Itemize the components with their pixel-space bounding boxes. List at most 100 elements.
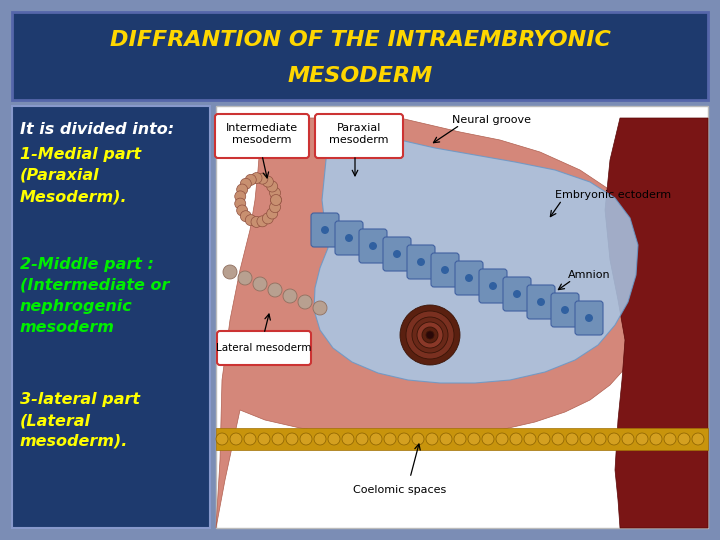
Text: Intermediate
mesoderm: Intermediate mesoderm [226, 123, 298, 145]
Circle shape [393, 250, 401, 258]
Circle shape [298, 295, 312, 309]
Circle shape [238, 271, 252, 285]
Circle shape [622, 433, 634, 445]
Text: Amnion: Amnion [568, 270, 611, 280]
FancyBboxPatch shape [551, 293, 579, 327]
Circle shape [223, 265, 237, 279]
Circle shape [538, 433, 550, 445]
Polygon shape [216, 428, 708, 450]
Circle shape [262, 176, 274, 187]
Circle shape [489, 282, 497, 290]
Circle shape [262, 213, 274, 224]
Circle shape [561, 306, 569, 314]
Circle shape [441, 266, 449, 274]
FancyBboxPatch shape [431, 253, 459, 287]
FancyBboxPatch shape [479, 269, 507, 303]
Circle shape [356, 433, 368, 445]
FancyBboxPatch shape [359, 229, 387, 263]
Circle shape [513, 290, 521, 298]
FancyBboxPatch shape [217, 331, 311, 365]
Circle shape [286, 433, 298, 445]
Circle shape [235, 191, 246, 202]
Circle shape [237, 184, 248, 195]
FancyBboxPatch shape [527, 285, 555, 319]
Circle shape [650, 433, 662, 445]
Circle shape [608, 433, 620, 445]
Circle shape [257, 216, 268, 227]
Circle shape [251, 217, 262, 227]
Circle shape [384, 433, 396, 445]
FancyBboxPatch shape [12, 106, 210, 528]
Circle shape [370, 433, 382, 445]
Circle shape [244, 433, 256, 445]
FancyBboxPatch shape [216, 106, 708, 528]
FancyBboxPatch shape [335, 221, 363, 255]
Text: DIFFRANTION OF THE INTRAEMBRYONIC: DIFFRANTION OF THE INTRAEMBRYONIC [109, 30, 611, 50]
Circle shape [253, 277, 267, 291]
FancyBboxPatch shape [12, 12, 708, 100]
Circle shape [664, 433, 676, 445]
Circle shape [468, 433, 480, 445]
Circle shape [342, 433, 354, 445]
FancyBboxPatch shape [215, 114, 309, 158]
Circle shape [269, 201, 281, 213]
Circle shape [566, 433, 578, 445]
Circle shape [465, 274, 473, 282]
Circle shape [257, 173, 268, 184]
Text: 1-Medial part
(Paraxial
Mesoderm).: 1-Medial part (Paraxial Mesoderm). [20, 147, 141, 204]
Circle shape [417, 258, 425, 266]
Circle shape [268, 283, 282, 297]
Circle shape [266, 208, 278, 219]
Circle shape [266, 181, 278, 192]
Circle shape [524, 433, 536, 445]
Circle shape [235, 198, 246, 209]
Text: Coelomic spaces: Coelomic spaces [354, 485, 446, 495]
Circle shape [552, 433, 564, 445]
Circle shape [328, 433, 340, 445]
Circle shape [230, 433, 242, 445]
Circle shape [271, 194, 282, 206]
Circle shape [272, 433, 284, 445]
Circle shape [580, 433, 592, 445]
Circle shape [345, 234, 353, 242]
Circle shape [422, 327, 438, 343]
Circle shape [510, 433, 522, 445]
Circle shape [496, 433, 508, 445]
Text: It is divided into:: It is divided into: [20, 122, 174, 137]
Circle shape [300, 433, 312, 445]
Circle shape [400, 305, 460, 365]
Polygon shape [314, 118, 638, 383]
Circle shape [406, 311, 454, 359]
Circle shape [417, 322, 443, 348]
Circle shape [412, 433, 424, 445]
Text: Lateral mesoderm: Lateral mesoderm [216, 343, 312, 353]
Circle shape [585, 314, 593, 322]
FancyBboxPatch shape [383, 237, 411, 271]
Circle shape [283, 289, 297, 303]
Circle shape [440, 433, 452, 445]
Circle shape [258, 433, 270, 445]
Text: 3-lateral part
(Lateral
mesoderm).: 3-lateral part (Lateral mesoderm). [20, 392, 140, 449]
Text: MESODERM: MESODERM [287, 66, 433, 86]
FancyBboxPatch shape [575, 301, 603, 335]
Text: Neural groove: Neural groove [452, 115, 531, 125]
Polygon shape [605, 118, 708, 528]
FancyBboxPatch shape [407, 245, 435, 279]
Circle shape [692, 433, 704, 445]
Circle shape [454, 433, 466, 445]
Circle shape [537, 298, 545, 306]
Circle shape [482, 433, 494, 445]
Circle shape [398, 433, 410, 445]
Circle shape [313, 301, 327, 315]
Circle shape [412, 317, 448, 353]
FancyBboxPatch shape [311, 213, 339, 247]
Circle shape [594, 433, 606, 445]
Circle shape [240, 178, 251, 190]
Circle shape [216, 433, 228, 445]
FancyBboxPatch shape [315, 114, 403, 158]
Circle shape [678, 433, 690, 445]
FancyBboxPatch shape [503, 277, 531, 311]
Polygon shape [216, 118, 650, 528]
Circle shape [636, 433, 648, 445]
Circle shape [251, 173, 262, 184]
